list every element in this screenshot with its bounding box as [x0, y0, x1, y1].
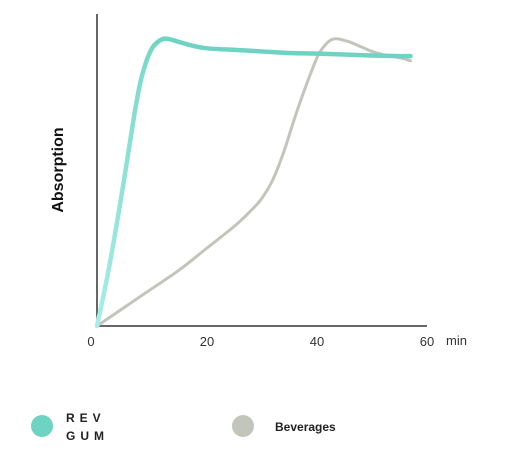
legend-swatch-rev-gum: [31, 415, 53, 437]
x-tick-label: 60: [420, 334, 434, 349]
series-lines: [94, 36, 413, 329]
series-line-beverages: [95, 37, 412, 328]
legend-label-rev-gum-line1: REV: [66, 411, 106, 425]
x-tick-label: 0: [87, 334, 94, 349]
x-tick-label: 20: [200, 334, 214, 349]
x-unit-label: min: [446, 333, 467, 348]
x-tick-label: 40: [310, 334, 324, 349]
legend-item-rev-gum: REV GUM: [31, 411, 109, 443]
y-axis-label: Absorption: [50, 127, 67, 212]
legend-label-beverages: Beverages: [275, 420, 336, 434]
series-line-rev-gum: [94, 36, 413, 329]
legend: REV GUM Beverages: [31, 411, 336, 443]
legend-item-beverages: Beverages: [232, 415, 336, 437]
legend-label-rev-gum-line2: GUM: [66, 429, 109, 443]
x-tick-labels: 0 20 40 60: [87, 334, 434, 349]
legend-swatch-beverages: [232, 415, 254, 437]
